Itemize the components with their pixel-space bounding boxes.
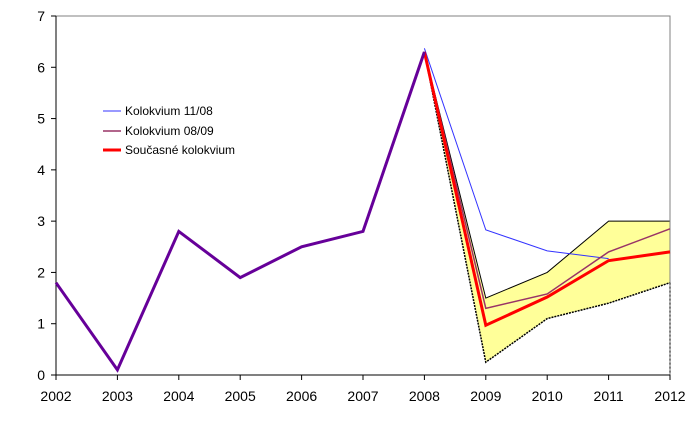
y-tick-label: 3	[37, 213, 45, 229]
series-lines	[54, 48, 671, 373]
y-tick-label: 1	[37, 316, 45, 332]
x-axis-tick-labels: 2002 2003 2004 2005 2006 2007 2008 2009 2010 2011…	[40, 388, 685, 404]
legend-label-soucasne-kolokvium: Současné kolokvium	[125, 143, 235, 157]
band-upper-edge	[423, 51, 670, 299]
y-tick-label: 4	[37, 162, 45, 178]
y-axis-tick-labels: 0 1 2 3 4 5 6 7	[37, 8, 45, 383]
series-line-kolokvium-11-08	[423, 48, 609, 260]
x-tick-label: 2003	[102, 388, 133, 404]
series-line-history	[54, 51, 426, 373]
series-line-soucasne-kolokvium	[422, 51, 671, 328]
y-tick-label: 7	[37, 8, 45, 24]
x-tick-label: 2004	[163, 388, 194, 404]
x-tick-label: 2005	[225, 388, 256, 404]
y-tick-label: 0	[37, 367, 45, 383]
band-lower-edge	[423, 51, 671, 364]
legend-label-kolokvium-11-08: Kolokvium 11/08	[125, 104, 213, 118]
x-tick-label: 2010	[532, 388, 563, 404]
legend-label-kolokvium-08-09: Kolokvium 08/09	[125, 124, 214, 138]
y-tick-label: 2	[37, 264, 45, 280]
plot-frame	[51, 15, 671, 380]
x-tick-label: 2002	[40, 388, 71, 404]
x-tick-label: 2008	[409, 388, 440, 404]
band-area	[424, 51, 670, 363]
x-tick-label: 2006	[286, 388, 317, 404]
legend: Kolokvium 11/08 Kolokvium 08/09 Současné…	[99, 103, 239, 161]
x-tick-label: 2012	[654, 388, 685, 404]
series-line-kolokvium-08-09	[423, 51, 671, 310]
x-tick-label: 2007	[347, 388, 378, 404]
uncertainty-band	[423, 51, 671, 364]
legend-box	[99, 103, 239, 161]
x-tick-label: 2011	[594, 388, 624, 404]
x-tick-label: 2009	[470, 388, 501, 404]
plot-area-border	[55, 15, 671, 376]
y-tick-label: 6	[37, 59, 45, 75]
y-tick-label: 5	[37, 111, 45, 127]
